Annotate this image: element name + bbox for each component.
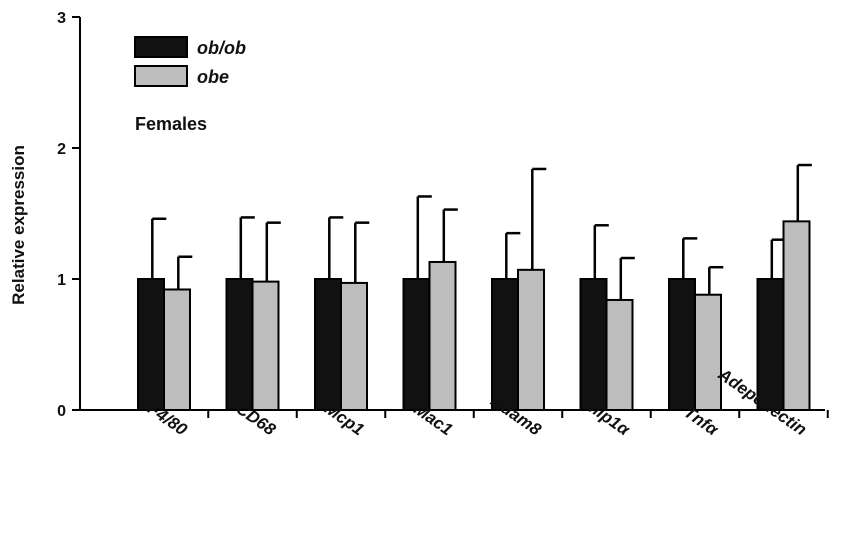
- bar-group: [163, 255, 193, 412]
- bar-group: [491, 231, 521, 411]
- annotation-females: Females: [135, 114, 207, 134]
- bar-ob-ob: [225, 278, 254, 411]
- bar-obe: [517, 268, 545, 411]
- bar-ob-ob: [579, 278, 608, 411]
- bar-obe: [694, 293, 722, 411]
- bar-group: [517, 167, 547, 411]
- bar-ob-ob: [491, 278, 519, 411]
- bar-group: [137, 217, 167, 411]
- bar-group: [694, 265, 724, 411]
- bar-ob-ob: [756, 278, 785, 411]
- legend-label-obe: obe: [197, 67, 229, 87]
- legend-swatch-obe: [134, 65, 188, 87]
- bar-obe: [163, 288, 191, 412]
- y-tick-label: 0: [57, 403, 66, 420]
- bar-group: [428, 208, 458, 411]
- bar-group: [579, 224, 609, 411]
- bar-group: [782, 163, 812, 411]
- bar-obe: [340, 281, 368, 411]
- bar-ob-ob: [402, 278, 431, 411]
- bar-obe: [251, 280, 280, 411]
- bar-ob-ob: [668, 278, 696, 411]
- legend-swatch-ob-ob: [134, 36, 188, 58]
- y-axis-label: Relative expression: [9, 145, 28, 305]
- y-tick-label: 1: [57, 272, 66, 289]
- bar-group: [756, 238, 786, 411]
- bar-group: [314, 216, 344, 411]
- y-tick-label: 3: [57, 10, 66, 27]
- bar-group: [251, 221, 281, 411]
- bar-ob-ob: [314, 278, 342, 411]
- bar-group: [605, 256, 635, 411]
- bar-group: [668, 237, 698, 411]
- bar-group: [340, 221, 370, 411]
- bar-obe: [428, 260, 457, 411]
- bar-group: [225, 216, 255, 411]
- bar-group: [402, 195, 432, 411]
- bar-obe: [782, 220, 811, 411]
- legend: ob/ob obe: [134, 36, 246, 87]
- bar-ob-ob: [137, 278, 165, 411]
- y-tick-label: 2: [57, 141, 66, 158]
- legend-label-ob-ob: ob/ob: [197, 38, 246, 58]
- bar-obe: [605, 298, 634, 411]
- bars: [137, 163, 812, 412]
